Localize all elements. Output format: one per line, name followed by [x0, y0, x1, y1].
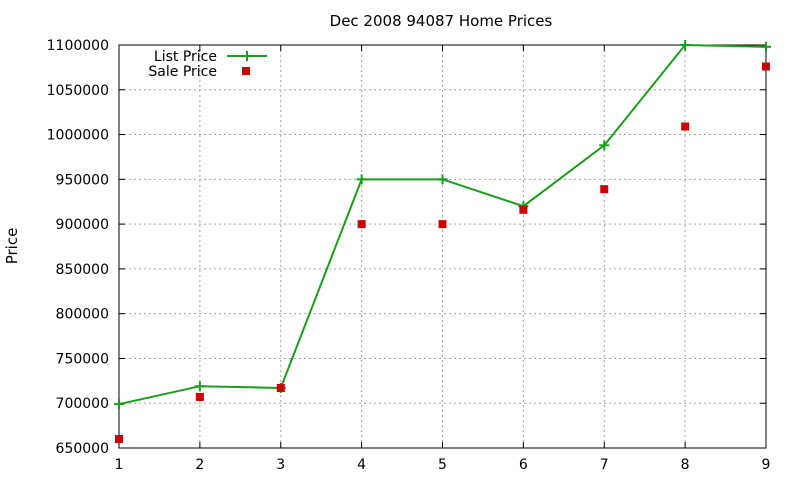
y-tick-label: 700000: [56, 396, 109, 412]
x-tick-label: 1: [115, 457, 124, 473]
x-tick-label: 4: [357, 457, 366, 473]
x-tick-label: 2: [195, 457, 204, 473]
plot-frame: [118, 44, 767, 449]
list-price-point: [599, 140, 610, 151]
sale-price-point: [600, 185, 609, 194]
sale-price-point: [276, 383, 285, 392]
legend-label-list-price: List Price: [154, 49, 217, 65]
x-tick-label: 8: [681, 457, 690, 473]
grid: [119, 45, 766, 448]
list-price-point: [194, 381, 205, 392]
x-tick-label: 6: [519, 457, 528, 473]
y-tick-label: 1100000: [47, 38, 109, 54]
legend-marker-sale-price: [242, 67, 250, 75]
chart-title: Dec 2008 94087 Home Prices: [330, 12, 553, 30]
y-tick-label: 800000: [56, 307, 109, 323]
y-tick-label: 900000: [56, 217, 109, 233]
list-price-point: [437, 174, 448, 185]
sale-price-point: [357, 220, 366, 229]
list-price-point: [114, 399, 124, 410]
list-price-point: [761, 41, 771, 52]
sale-price-point: [519, 205, 528, 214]
x-tick-label: 9: [762, 457, 771, 473]
y-tick-label: 950000: [56, 172, 109, 188]
y-tick-label: 750000: [56, 351, 109, 367]
sale-price-point: [195, 392, 204, 401]
sale-price-point: [762, 62, 770, 71]
y-tick-label: 650000: [56, 441, 109, 457]
x-tick-label: 5: [438, 457, 447, 473]
sale-price-point: [115, 435, 123, 444]
list-price-point: [680, 40, 691, 50]
y-tick-label: 850000: [56, 262, 109, 278]
x-tick-label: 7: [600, 457, 609, 473]
y-tick-label: 1000000: [47, 128, 109, 144]
y-axis-label: Price: [3, 228, 21, 265]
sale-price-point: [438, 220, 447, 229]
sale-price-point: [681, 122, 690, 131]
series-layer: [114, 40, 771, 444]
legend-label-sale-price: Sale Price: [148, 64, 217, 80]
x-tick-label: 3: [276, 457, 285, 473]
axes: 650000 700000 750000 800000 850000 900000 9500…: [47, 38, 771, 473]
y-tick-label: 1050000: [47, 83, 109, 99]
list-price-point: [356, 174, 367, 185]
